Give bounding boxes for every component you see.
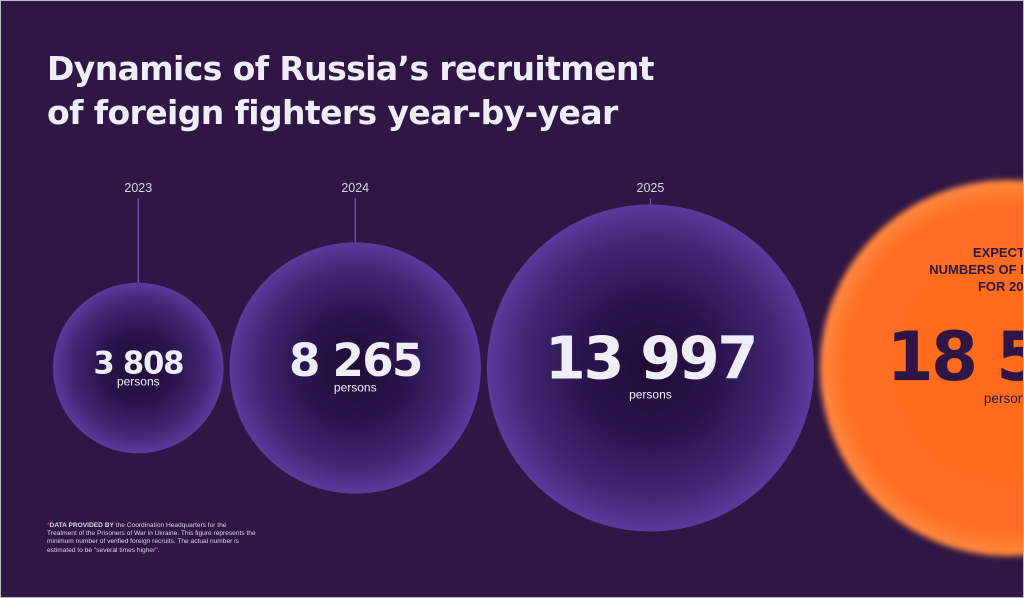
footnote-text: the Coordination Headquarters for the Tr…	[47, 522, 256, 554]
year-label-2025: 2025	[637, 181, 665, 195]
unit-label-2024: persons	[334, 381, 377, 395]
value-label-2026: 18 500	[887, 317, 1024, 396]
bubble-2025	[486, 204, 814, 532]
bubble-2026	[820, 180, 1023, 556]
footnote: *DATA PROVIDED BY the Coordination Headq…	[47, 522, 257, 555]
unit-label-2026: persons	[984, 391, 1024, 406]
expected-caption-line-2: NUMBERS OF RECRUITS	[929, 262, 1024, 277]
bubble-2023	[53, 282, 224, 454]
expected-caption-line-1: EXPECTED	[973, 245, 1024, 260]
value-label-2025: 13 997	[545, 324, 756, 393]
value-label-2023: 3 808	[93, 347, 183, 382]
value-label-2024: 8 265	[289, 334, 422, 387]
footnote-lead: DATA PROVIDED BY	[49, 522, 114, 529]
unit-label-2023: persons	[117, 375, 160, 389]
year-label-2024: 2024	[341, 181, 369, 195]
unit-label-2025: persons	[629, 388, 672, 402]
expected-caption-line-3: FOR 2026	[978, 279, 1024, 294]
year-label-2023: 2023	[124, 181, 152, 195]
title-line-2: of foreign fighters year-by-year	[47, 93, 618, 132]
title-line-1: Dynamics of Russia’s recruitment	[47, 49, 655, 88]
footnote-marker: *	[47, 522, 50, 529]
chart-title: Dynamics of Russia’s recruitment of fore…	[47, 47, 767, 135]
bubble-2024	[229, 242, 481, 494]
